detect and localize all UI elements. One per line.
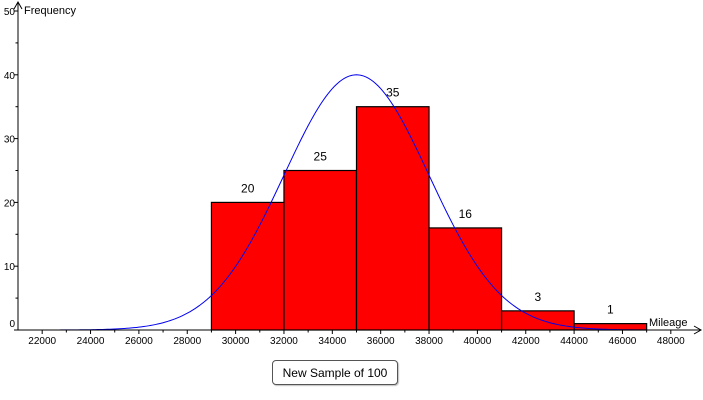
bar-value-label-4: 16 <box>459 207 473 221</box>
histogram-bar-3 <box>355 106 430 331</box>
y-tick-label: 30 <box>4 135 16 146</box>
new-sample-button[interactable]: New Sample of 100 <box>272 360 398 385</box>
x-tick-label: 28000 <box>173 336 201 347</box>
x-tick-label: 36000 <box>367 336 395 347</box>
y-axis-arrow <box>13 0 23 10</box>
x-tick-label: 40000 <box>463 336 491 347</box>
bar-value-label-5: 3 <box>534 290 541 304</box>
histogram-bar-1 <box>210 201 285 331</box>
y-tick-label: 20 <box>4 198 16 209</box>
x-tick-label: 38000 <box>415 336 443 347</box>
bar-value-label-3: 35 <box>386 86 400 100</box>
curve-layer <box>17 74 647 331</box>
y-tick-label: 40 <box>4 71 16 82</box>
bar-value-label-2: 25 <box>314 150 328 164</box>
y-axis-title: Frequency <box>24 5 76 17</box>
histogram-bar-4 <box>428 227 503 331</box>
histogram-bar-2 <box>283 169 358 331</box>
x-tick-label: 42000 <box>512 336 540 347</box>
axes-layer: 22000 24000 26000 28000 30000 32000 34000 36000… <box>4 0 703 347</box>
x-axis-title: Mileage <box>649 317 688 329</box>
bars-layer <box>210 106 648 331</box>
x-tick-label: 32000 <box>270 336 298 347</box>
x-tick-label: 24000 <box>77 336 105 347</box>
normal-curve <box>17 74 647 331</box>
x-tick-label: 26000 <box>125 336 153 347</box>
x-tick-label: 44000 <box>560 336 588 347</box>
y-tick-label: 0 <box>9 319 15 330</box>
x-tick-label: 48000 <box>657 336 685 347</box>
x-tick-label: 34000 <box>318 336 346 347</box>
histogram-bar-5 <box>500 310 575 331</box>
x-tick-label: 22000 <box>28 336 56 347</box>
bar-value-label-1: 20 <box>241 181 255 195</box>
x-tick-label: 30000 <box>222 336 250 347</box>
y-tick-label: 10 <box>4 262 16 273</box>
bar-value-label-6: 1 <box>607 303 614 317</box>
x-axis-arrow <box>693 325 703 335</box>
labels-layer: 20 25 35 16 3 1 <box>241 86 614 317</box>
x-tick-label: 46000 <box>609 336 637 347</box>
y-tick-label: 50 <box>4 7 16 18</box>
